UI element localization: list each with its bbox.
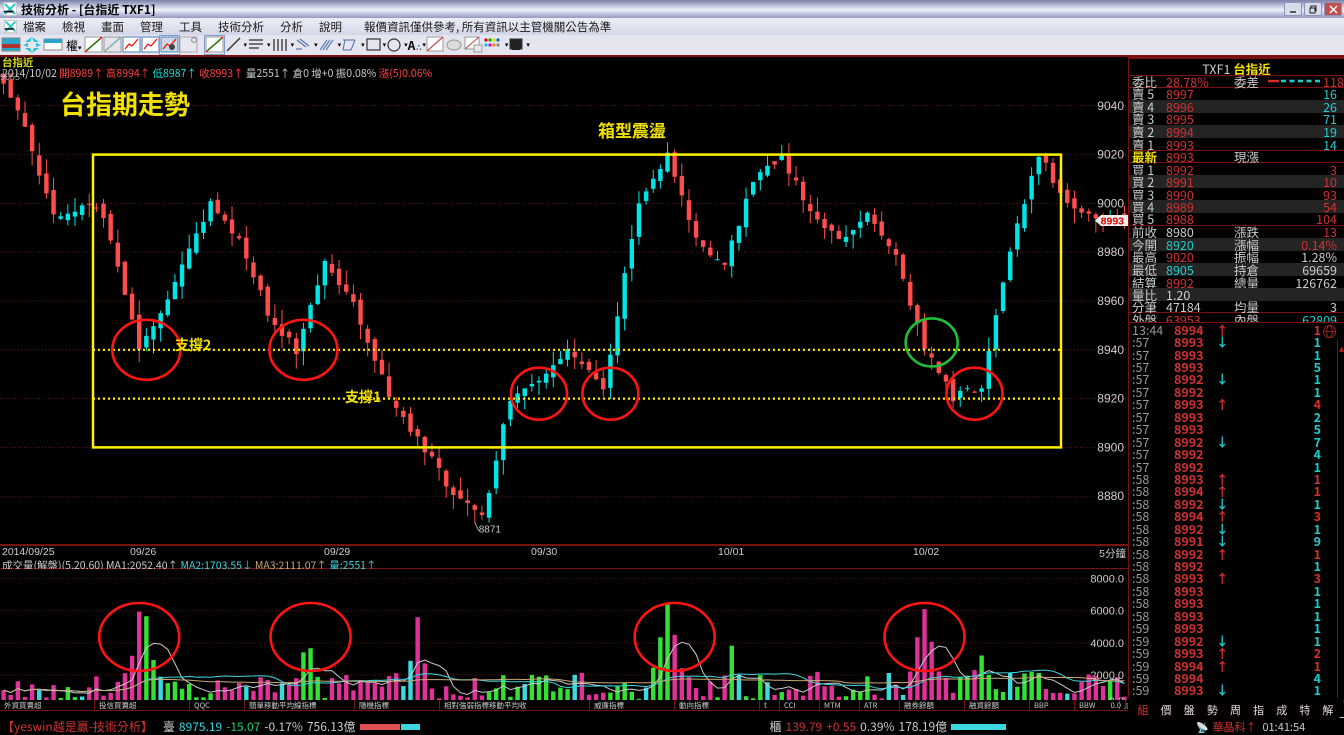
svg-text:8900: 8900 xyxy=(1097,440,1124,454)
svg-text:9020: 9020 xyxy=(1097,148,1124,162)
svg-text:8960: 8960 xyxy=(1097,294,1124,308)
svg-text:9040: 9040 xyxy=(1097,99,1124,113)
svg-text:8980: 8980 xyxy=(1097,245,1124,259)
svg-text:8880: 8880 xyxy=(1097,489,1124,503)
svg-text:4000.0: 4000.0 xyxy=(1090,638,1124,650)
svg-text:9000: 9000 xyxy=(1097,196,1124,210)
svg-text:8940: 8940 xyxy=(1097,343,1124,357)
svg-text:8000.0: 8000.0 xyxy=(1090,574,1124,586)
svg-text:2000.0: 2000.0 xyxy=(1090,670,1124,682)
svg-text:8920: 8920 xyxy=(1097,392,1124,406)
svg-text:6000.0: 6000.0 xyxy=(1090,606,1124,618)
svg-text:8993: 8993 xyxy=(1101,215,1125,227)
svg-text:8871: 8871 xyxy=(479,525,502,536)
